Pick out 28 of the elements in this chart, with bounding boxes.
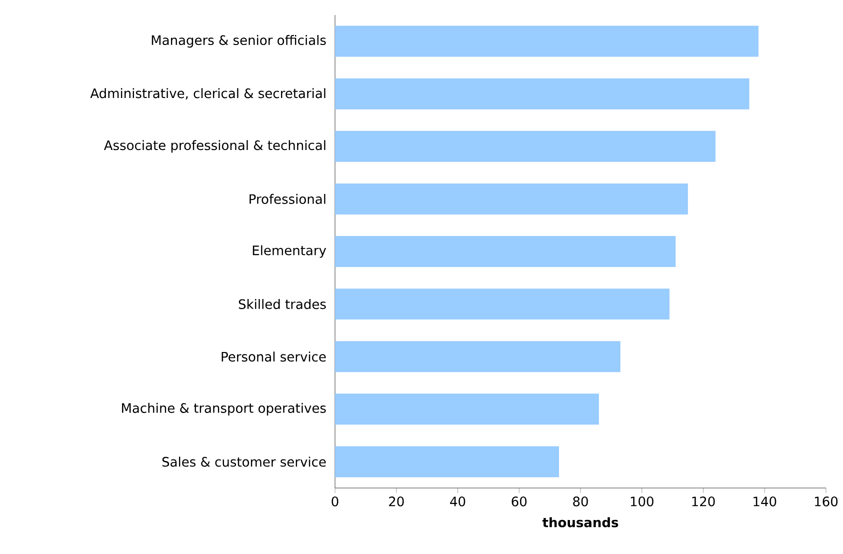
x-tick-label: 100 xyxy=(630,496,654,506)
y-tick-label: Skilled trades xyxy=(238,299,326,310)
x-tick-label: 80 xyxy=(573,496,588,506)
y-tick-label: Personal service xyxy=(222,352,326,362)
y-tick-label: Associate professional & technical xyxy=(104,140,326,153)
y-tick-label: Sales & customer service xyxy=(162,456,326,467)
bar xyxy=(335,288,670,320)
bar xyxy=(335,26,758,57)
x-tick-label: 40 xyxy=(450,496,466,506)
bar xyxy=(335,236,676,268)
bar xyxy=(335,394,599,425)
bar xyxy=(335,183,688,214)
y-tick-label: Elementary xyxy=(252,245,326,258)
x-tick-label: 120 xyxy=(692,496,715,506)
bar xyxy=(335,446,560,478)
y-tick-label: Professional xyxy=(250,194,326,204)
x-tick-label: 60 xyxy=(512,496,527,506)
x-tick-label: 20 xyxy=(389,496,404,506)
bar xyxy=(335,78,750,110)
y-tick-label: Machine & transport operatives xyxy=(122,402,326,416)
x-tick-label: 160 xyxy=(815,496,838,506)
y-tick-label: Administrative, clerical & secretarial xyxy=(90,88,326,100)
bar xyxy=(335,341,620,372)
x-tick-label: 140 xyxy=(754,496,776,506)
y-tick-label: Managers & senior officials xyxy=(152,34,326,48)
x-tick-label: 0 xyxy=(332,496,338,506)
bar xyxy=(335,130,716,162)
x-axis-title: thousands xyxy=(542,517,618,528)
